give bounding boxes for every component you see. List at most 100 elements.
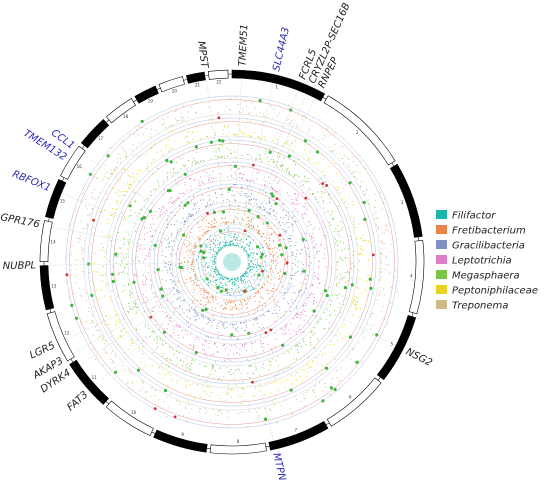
point: [177, 290, 179, 292]
point: [113, 362, 115, 364]
point: [151, 286, 153, 288]
point: [209, 204, 211, 206]
point: [357, 244, 359, 246]
point: [186, 135, 188, 138]
point: [228, 289, 230, 291]
gene-guide-line: [239, 96, 317, 248]
point: [203, 183, 205, 185]
point: [268, 197, 270, 199]
point: [70, 269, 72, 271]
chromosome-label: 4: [410, 273, 413, 278]
point: [162, 213, 164, 215]
point: [304, 149, 306, 151]
point: [146, 152, 148, 154]
point: [235, 346, 237, 349]
point: [194, 312, 196, 314]
point: [124, 151, 126, 153]
point: [197, 222, 199, 224]
point: [259, 158, 261, 160]
point: [337, 230, 339, 232]
point: [113, 170, 115, 172]
significant-point: [263, 417, 268, 421]
point: [224, 238, 226, 240]
point: [147, 163, 149, 165]
point: [312, 242, 314, 244]
point: [96, 270, 98, 272]
point: [266, 210, 268, 213]
point: [388, 272, 391, 274]
legend-label-gracilibacteria: Gracilibacteria: [452, 241, 525, 252]
point: [187, 322, 189, 324]
point: [325, 383, 327, 385]
point: [344, 248, 346, 250]
point: [155, 211, 157, 213]
point: [272, 295, 274, 298]
point: [131, 342, 133, 344]
point: [252, 287, 254, 289]
point: [181, 330, 183, 332]
point: [375, 224, 377, 226]
point: [192, 196, 194, 198]
point: [190, 251, 192, 253]
point: [269, 148, 271, 150]
point: [268, 201, 270, 203]
gene-guide-line: [77, 270, 219, 367]
point: [127, 243, 130, 245]
point: [205, 365, 207, 367]
point: [258, 327, 260, 329]
point: [135, 328, 137, 331]
point: [361, 181, 363, 183]
point: [201, 181, 203, 183]
point: [88, 272, 91, 274]
point: [248, 220, 250, 222]
point: [191, 138, 193, 140]
point: [217, 276, 219, 278]
chromosome-7: [268, 420, 329, 451]
point: [345, 200, 347, 202]
point: [92, 322, 94, 324]
significant-point: [301, 237, 305, 241]
point: [182, 116, 184, 118]
significant-point: [202, 256, 206, 260]
point: [211, 321, 213, 323]
point: [233, 195, 235, 197]
point: [222, 245, 224, 247]
point: [199, 408, 201, 410]
point: [122, 284, 125, 287]
significant-point: [163, 388, 168, 393]
point: [259, 157, 261, 159]
point: [194, 202, 197, 205]
point: [269, 364, 271, 367]
point: [193, 281, 195, 283]
point: [351, 172, 353, 174]
top-point: [371, 253, 375, 257]
point: [354, 301, 356, 303]
point: [175, 276, 177, 278]
point: [197, 162, 199, 164]
point: [144, 280, 146, 282]
point: [236, 287, 238, 290]
point: [252, 226, 254, 228]
significant-point: [221, 210, 225, 214]
point: [343, 162, 345, 164]
point: [121, 212, 123, 214]
point: [308, 255, 310, 258]
point: [206, 335, 208, 337]
point: [333, 230, 335, 233]
point: [228, 126, 230, 128]
point: [256, 173, 258, 175]
point: [343, 276, 345, 278]
gene-label-tmem51: TMEM51: [237, 24, 250, 67]
point: [229, 241, 231, 243]
point: [285, 271, 287, 273]
point: [118, 153, 120, 155]
point: [145, 255, 147, 257]
point: [198, 318, 200, 320]
point: [353, 361, 355, 363]
point: [189, 250, 191, 252]
point: [202, 385, 204, 387]
point: [166, 315, 168, 317]
point: [369, 204, 371, 206]
point: [291, 225, 293, 227]
point: [227, 191, 229, 193]
